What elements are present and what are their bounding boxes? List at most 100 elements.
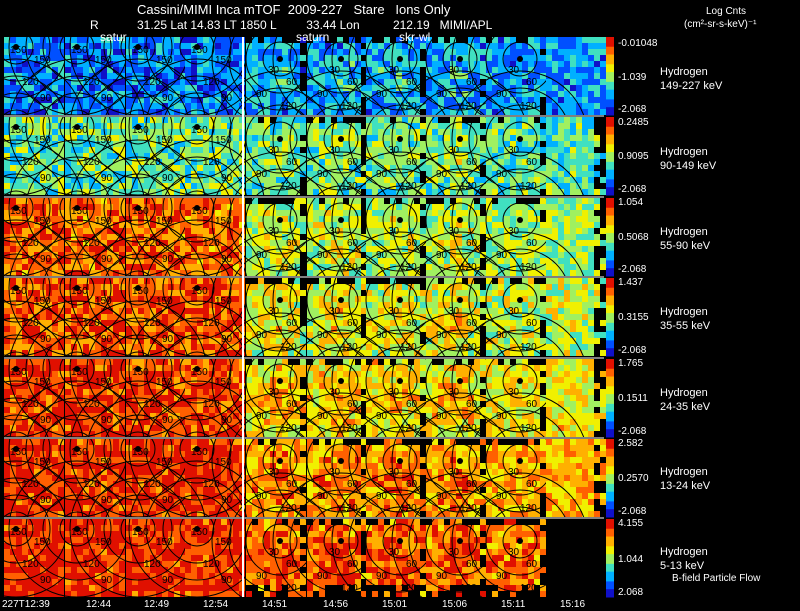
contour-label: 90 bbox=[101, 254, 113, 265]
contour-label: 120 bbox=[144, 399, 161, 410]
contour-label: 60 bbox=[406, 157, 418, 168]
contour-label: 120 bbox=[144, 77, 161, 88]
colorbar bbox=[606, 198, 614, 277]
contour-label: 60 bbox=[526, 479, 538, 490]
plot-title: Cassini/MIMI Inca mTOF 2009-227 Stare Io… bbox=[137, 4, 450, 16]
contour-label: 150 bbox=[34, 296, 51, 307]
heatmap-panel bbox=[546, 198, 606, 276]
row-max: 1.765 bbox=[618, 357, 643, 370]
contour-label: 90 bbox=[317, 89, 329, 100]
contour-label: 150 bbox=[10, 286, 27, 297]
contour-label: 60 bbox=[526, 559, 538, 570]
contour-label: 30 bbox=[508, 467, 520, 478]
contour-label: 30 bbox=[329, 387, 341, 398]
row-species: Hydrogen bbox=[660, 466, 708, 479]
contour-label: 90 bbox=[436, 89, 448, 100]
contour-label: 90 bbox=[40, 415, 52, 426]
b-field-particle-flow-note: B-field Particle Flow bbox=[672, 572, 760, 585]
contour-label: 90 bbox=[436, 571, 448, 582]
time-label: 15:06 bbox=[442, 598, 467, 611]
contour-label: 150 bbox=[10, 45, 27, 56]
contour-label: 90 bbox=[162, 415, 174, 426]
time-label: 12:49 bbox=[144, 598, 169, 611]
row-energy: 24-35 keV bbox=[660, 401, 710, 414]
colorbar-units: (cm²-sr-s-keV)⁻¹ bbox=[684, 19, 756, 31]
contour-label: 150 bbox=[95, 537, 112, 548]
contour-label: 30 bbox=[508, 145, 520, 156]
contour-label: 150 bbox=[191, 206, 208, 217]
contour-label: 60 bbox=[406, 318, 418, 329]
colorbar bbox=[606, 439, 614, 518]
row-mid: 0.1511 bbox=[618, 392, 648, 405]
row-min: -2.068 bbox=[618, 103, 646, 116]
contour-label: 150 bbox=[71, 367, 88, 378]
contour-label: 150 bbox=[10, 367, 27, 378]
contour-label: 90 bbox=[376, 491, 388, 502]
contour-label: 60 bbox=[406, 238, 418, 249]
contour-label: 150 bbox=[191, 527, 208, 538]
row-max: -0.01048 bbox=[618, 37, 657, 50]
time-label: 14:56 bbox=[323, 598, 348, 611]
contour-label: 90 bbox=[162, 173, 174, 184]
heatmap-panel bbox=[546, 439, 606, 517]
contour-label: 60 bbox=[406, 77, 418, 88]
contour-label: 150 bbox=[71, 45, 88, 56]
contour-label: 90 bbox=[436, 491, 448, 502]
contour-label: 90 bbox=[496, 89, 508, 100]
contour-label: 90 bbox=[496, 571, 508, 582]
contour-label: 120 bbox=[460, 583, 477, 594]
contour-label: 150 bbox=[191, 286, 208, 297]
contour-label: 60 bbox=[526, 157, 538, 168]
row-species: Hydrogen bbox=[660, 546, 708, 559]
contour-label: 120 bbox=[144, 479, 161, 490]
row-min: 2.068 bbox=[618, 586, 643, 599]
contour-label: 90 bbox=[317, 250, 329, 261]
contour-label: 60 bbox=[466, 559, 478, 570]
contour-label: 120 bbox=[144, 238, 161, 249]
time-label: 12:44 bbox=[86, 598, 111, 611]
contour-label: 90 bbox=[221, 173, 233, 184]
row-min: -2.068 bbox=[618, 263, 646, 276]
contour-label: 150 bbox=[71, 527, 88, 538]
contour-label: 90 bbox=[496, 411, 508, 422]
contour-label: 150 bbox=[191, 125, 208, 136]
contour-label: 90 bbox=[256, 250, 268, 261]
contour-label: 150 bbox=[10, 125, 27, 136]
contour-label: 90 bbox=[40, 334, 52, 345]
row-species: Hydrogen bbox=[660, 66, 708, 79]
row-max: 2.582 bbox=[618, 437, 643, 450]
row-energy: 35-55 keV bbox=[660, 320, 710, 333]
contour-label: 150 bbox=[71, 286, 88, 297]
contour-label: 90 bbox=[256, 571, 268, 582]
row-species: Hydrogen bbox=[660, 387, 708, 400]
row-mid: 0.5068 bbox=[618, 231, 649, 244]
contour-label: 90 bbox=[256, 89, 268, 100]
row-energy: 55-90 keV bbox=[660, 240, 710, 253]
contour-label: 150 bbox=[71, 447, 88, 458]
contour-label: 30 bbox=[508, 547, 520, 558]
contour-label: 60 bbox=[526, 399, 538, 410]
contour-label: 60 bbox=[526, 318, 538, 329]
row-energy: 13-24 keV bbox=[660, 480, 710, 493]
contour-label: 150 bbox=[10, 447, 27, 458]
contour-label: 90 bbox=[496, 250, 508, 261]
contour-label: 120 bbox=[400, 583, 417, 594]
row-max: 0.2485 bbox=[618, 116, 649, 129]
row-max: 1.054 bbox=[618, 196, 643, 209]
row-species: Hydrogen bbox=[660, 146, 708, 159]
contour-label: 30 bbox=[508, 387, 520, 398]
contour-label: 150 bbox=[95, 135, 112, 146]
skr-label: skr-wl bbox=[399, 31, 430, 43]
contour-label: 60 bbox=[406, 399, 418, 410]
contour-label: 90 bbox=[162, 334, 174, 345]
row-mid: 0.3155 bbox=[618, 311, 649, 324]
contour-label: 90 bbox=[376, 89, 388, 100]
contour-label: 30 bbox=[508, 306, 520, 317]
contour-label: 150 bbox=[10, 527, 27, 538]
contour-label: 150 bbox=[191, 447, 208, 458]
row-mid: -1.039 bbox=[618, 71, 646, 84]
contour-label: 90 bbox=[376, 571, 388, 582]
colorbar bbox=[606, 37, 614, 116]
contour-label: 60 bbox=[466, 157, 478, 168]
contour-label: 150 bbox=[95, 296, 112, 307]
